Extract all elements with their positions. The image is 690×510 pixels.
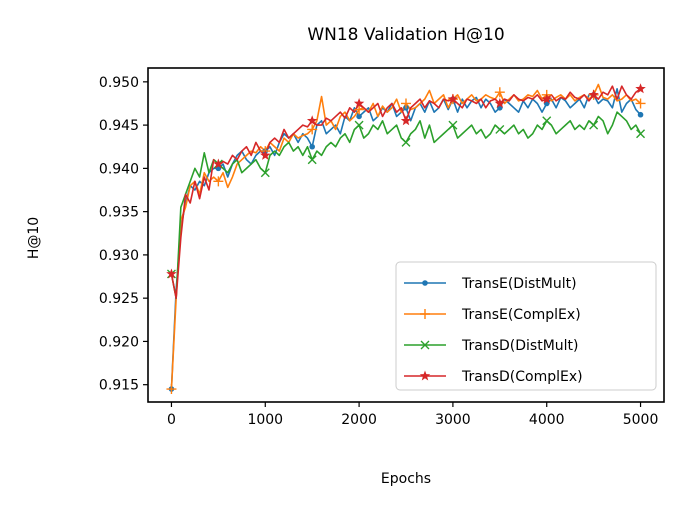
legend-marker-transe-distmult <box>422 280 428 286</box>
data-point-transd-distmult <box>401 137 411 147</box>
y-tick-label: 0.920 <box>99 334 139 350</box>
data-point-transd-distmult <box>636 129 646 139</box>
data-point-transe-complex <box>494 87 505 98</box>
x-tick-label: 0 <box>167 412 176 428</box>
legend-box <box>395 261 657 391</box>
chart-title: WN18 Validation H@10 <box>307 25 504 45</box>
legend-label-transe-distmult: TransE(DistMult) <box>461 276 577 292</box>
data-point-transd-complex <box>353 97 365 108</box>
legend: TransE(DistMult) TransE(ComplEx) TransD(Di… <box>395 261 657 391</box>
y-tick-label: 0.940 <box>99 161 139 177</box>
x-tick-label: 2000 <box>341 412 377 428</box>
y-tick-label: 0.935 <box>99 205 139 221</box>
y-axis-ticks: 0.915 0.920 0.925 0.930 0.935 0.940 0.945 0.950 <box>99 75 148 394</box>
data-point-transd-distmult <box>307 155 317 165</box>
data-point-transd-complex <box>213 158 224 169</box>
legend-marker-transd-complex <box>419 370 431 381</box>
data-point-transd-distmult <box>448 120 458 130</box>
data-point-transe-distmult <box>356 113 362 120</box>
y-tick-label: 0.915 <box>99 378 139 394</box>
data-point-transd-complex <box>260 149 271 160</box>
data-point-transe-complex <box>635 98 646 109</box>
legend-label-transd-distmult: TransD(DistMult) <box>461 338 578 354</box>
data-point-transe-complex <box>166 384 177 395</box>
data-point-transe-distmult <box>309 143 315 150</box>
y-tick-label: 0.950 <box>99 75 139 91</box>
plot-area-frame <box>147 67 665 403</box>
data-point-transd-complex <box>541 93 552 104</box>
data-point-transd-distmult <box>260 168 270 178</box>
x-tick-label: 1000 <box>247 412 283 428</box>
data-point-transe-complex <box>213 176 224 187</box>
y-tick-label: 0.925 <box>99 291 139 307</box>
data-point-transd-complex <box>400 115 412 126</box>
x-tick-label: 5000 <box>623 412 659 428</box>
data-point-transd-distmult <box>589 120 599 130</box>
data-point-transe-complex <box>401 98 411 109</box>
legend-marker-transd-distmult <box>420 340 430 350</box>
y-axis-label: H@10 <box>26 217 42 259</box>
y-tick-label: 0.930 <box>99 248 139 264</box>
data-point-transd-complex <box>306 115 318 126</box>
legend-marker-transe-complex <box>420 309 430 319</box>
legend-label-transe-complex: TransE(ComplEx) <box>461 307 581 323</box>
x-tick-label: 3000 <box>435 412 471 428</box>
y-tick-label: 0.945 <box>99 118 139 134</box>
data-point-transe-complex <box>307 124 318 135</box>
series-markers <box>166 83 646 395</box>
data-point-transd-complex <box>635 83 646 94</box>
data-point-transe-complex <box>354 104 365 115</box>
x-axis-ticks: 0 1000 2000 3000 4000 5000 <box>167 402 658 428</box>
data-point-transd-complex <box>588 89 599 100</box>
data-point-transd-complex <box>447 93 459 104</box>
data-point-transd-complex <box>166 268 177 279</box>
legend-label-transd-complex: TransD(ComplEx) <box>461 369 583 385</box>
data-point-transd-distmult <box>354 120 364 130</box>
data-point-transd-distmult <box>542 116 552 126</box>
data-point-transe-distmult <box>637 111 644 118</box>
x-tick-label: 4000 <box>529 412 565 428</box>
x-axis-label: Epochs <box>381 471 431 487</box>
data-point-transd-complex <box>494 97 506 108</box>
data-point-transd-distmult <box>495 124 505 134</box>
